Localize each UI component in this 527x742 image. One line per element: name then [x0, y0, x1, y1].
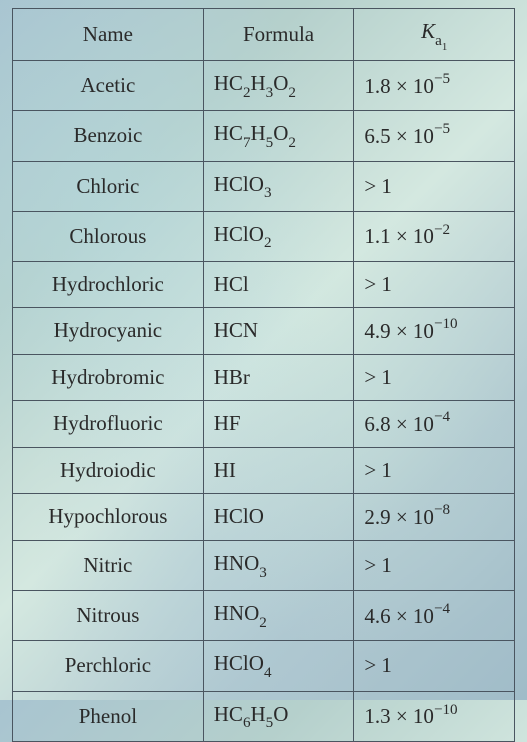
- acid-formula: HC7H5O2: [203, 111, 354, 161]
- table-row: HydrochloricHCl> 1: [13, 261, 515, 307]
- acid-formula: HF: [203, 400, 354, 447]
- table-row: HydrofluoricHF6.8 × 10−4: [13, 400, 515, 447]
- acid-name: Chlorous: [13, 211, 204, 261]
- acid-ka: 1.1 × 10−2: [354, 211, 515, 261]
- acid-formula: HClO2: [203, 211, 354, 261]
- acid-formula: HNO2: [203, 591, 354, 641]
- acid-name: Benzoic: [13, 111, 204, 161]
- acid-formula: HI: [203, 447, 354, 493]
- acid-name: Hydrobromic: [13, 354, 204, 400]
- header-formula: Formula: [203, 9, 354, 61]
- acid-formula: HCN: [203, 307, 354, 354]
- table-row: PerchloricHClO4> 1: [13, 641, 515, 691]
- acid-ka: 4.9 × 10−10: [354, 307, 515, 354]
- table-row: HydroiodicHI> 1: [13, 447, 515, 493]
- acid-ka: 6.8 × 10−4: [354, 400, 515, 447]
- acid-ka: 1.3 × 10−10: [354, 691, 515, 741]
- acid-name: Hypochlorous: [13, 493, 204, 540]
- table-row: PhenolHC6H5O1.3 × 10−10: [13, 691, 515, 741]
- table-row: NitrousHNO24.6 × 10−4: [13, 591, 515, 641]
- acid-ka: > 1: [354, 540, 515, 590]
- acid-formula: HCl: [203, 261, 354, 307]
- table-row: BenzoicHC7H5O26.5 × 10−5: [13, 111, 515, 161]
- acid-formula: HC6H5O: [203, 691, 354, 741]
- acid-ka: 1.8 × 10−5: [354, 61, 515, 111]
- acid-formula: HClO4: [203, 641, 354, 691]
- acid-formula: HC2H3O2: [203, 61, 354, 111]
- acid-formula: HNO3: [203, 540, 354, 590]
- acid-ka: 2.9 × 10−8: [354, 493, 515, 540]
- acid-ka: > 1: [354, 261, 515, 307]
- table-row: HypochlorousHClO2.9 × 10−8: [13, 493, 515, 540]
- acid-name: Hydrochloric: [13, 261, 204, 307]
- table-row: NitricHNO3> 1: [13, 540, 515, 590]
- acid-name: Hydrofluoric: [13, 400, 204, 447]
- acid-name: Hydroiodic: [13, 447, 204, 493]
- acid-ka: > 1: [354, 641, 515, 691]
- header-name: Name: [13, 9, 204, 61]
- acid-ka: > 1: [354, 354, 515, 400]
- acid-name: Nitrous: [13, 591, 204, 641]
- table-row: HydrocyanicHCN4.9 × 10−10: [13, 307, 515, 354]
- acid-name: Chloric: [13, 161, 204, 211]
- acid-ka: 4.6 × 10−4: [354, 591, 515, 641]
- acid-name: Acetic: [13, 61, 204, 111]
- acid-ka: > 1: [354, 161, 515, 211]
- acid-ka: > 1: [354, 447, 515, 493]
- acid-name: Hydrocyanic: [13, 307, 204, 354]
- acid-ka: 6.5 × 10−5: [354, 111, 515, 161]
- acid-formula: HClO: [203, 493, 354, 540]
- acid-name: Perchloric: [13, 641, 204, 691]
- header-ka: Ka1: [354, 9, 515, 61]
- table-row: AceticHC2H3O21.8 × 10−5: [13, 61, 515, 111]
- acids-table: Name Formula Ka1 AceticHC2H3O21.8 × 10−5…: [12, 8, 515, 742]
- table-row: ChlorousHClO21.1 × 10−2: [13, 211, 515, 261]
- table-row: ChloricHClO3> 1: [13, 161, 515, 211]
- acid-name: Phenol: [13, 691, 204, 741]
- acid-formula: HBr: [203, 354, 354, 400]
- table-row: HydrobromicHBr> 1: [13, 354, 515, 400]
- acid-name: Nitric: [13, 540, 204, 590]
- acid-formula: HClO3: [203, 161, 354, 211]
- header-row: Name Formula Ka1: [13, 9, 515, 61]
